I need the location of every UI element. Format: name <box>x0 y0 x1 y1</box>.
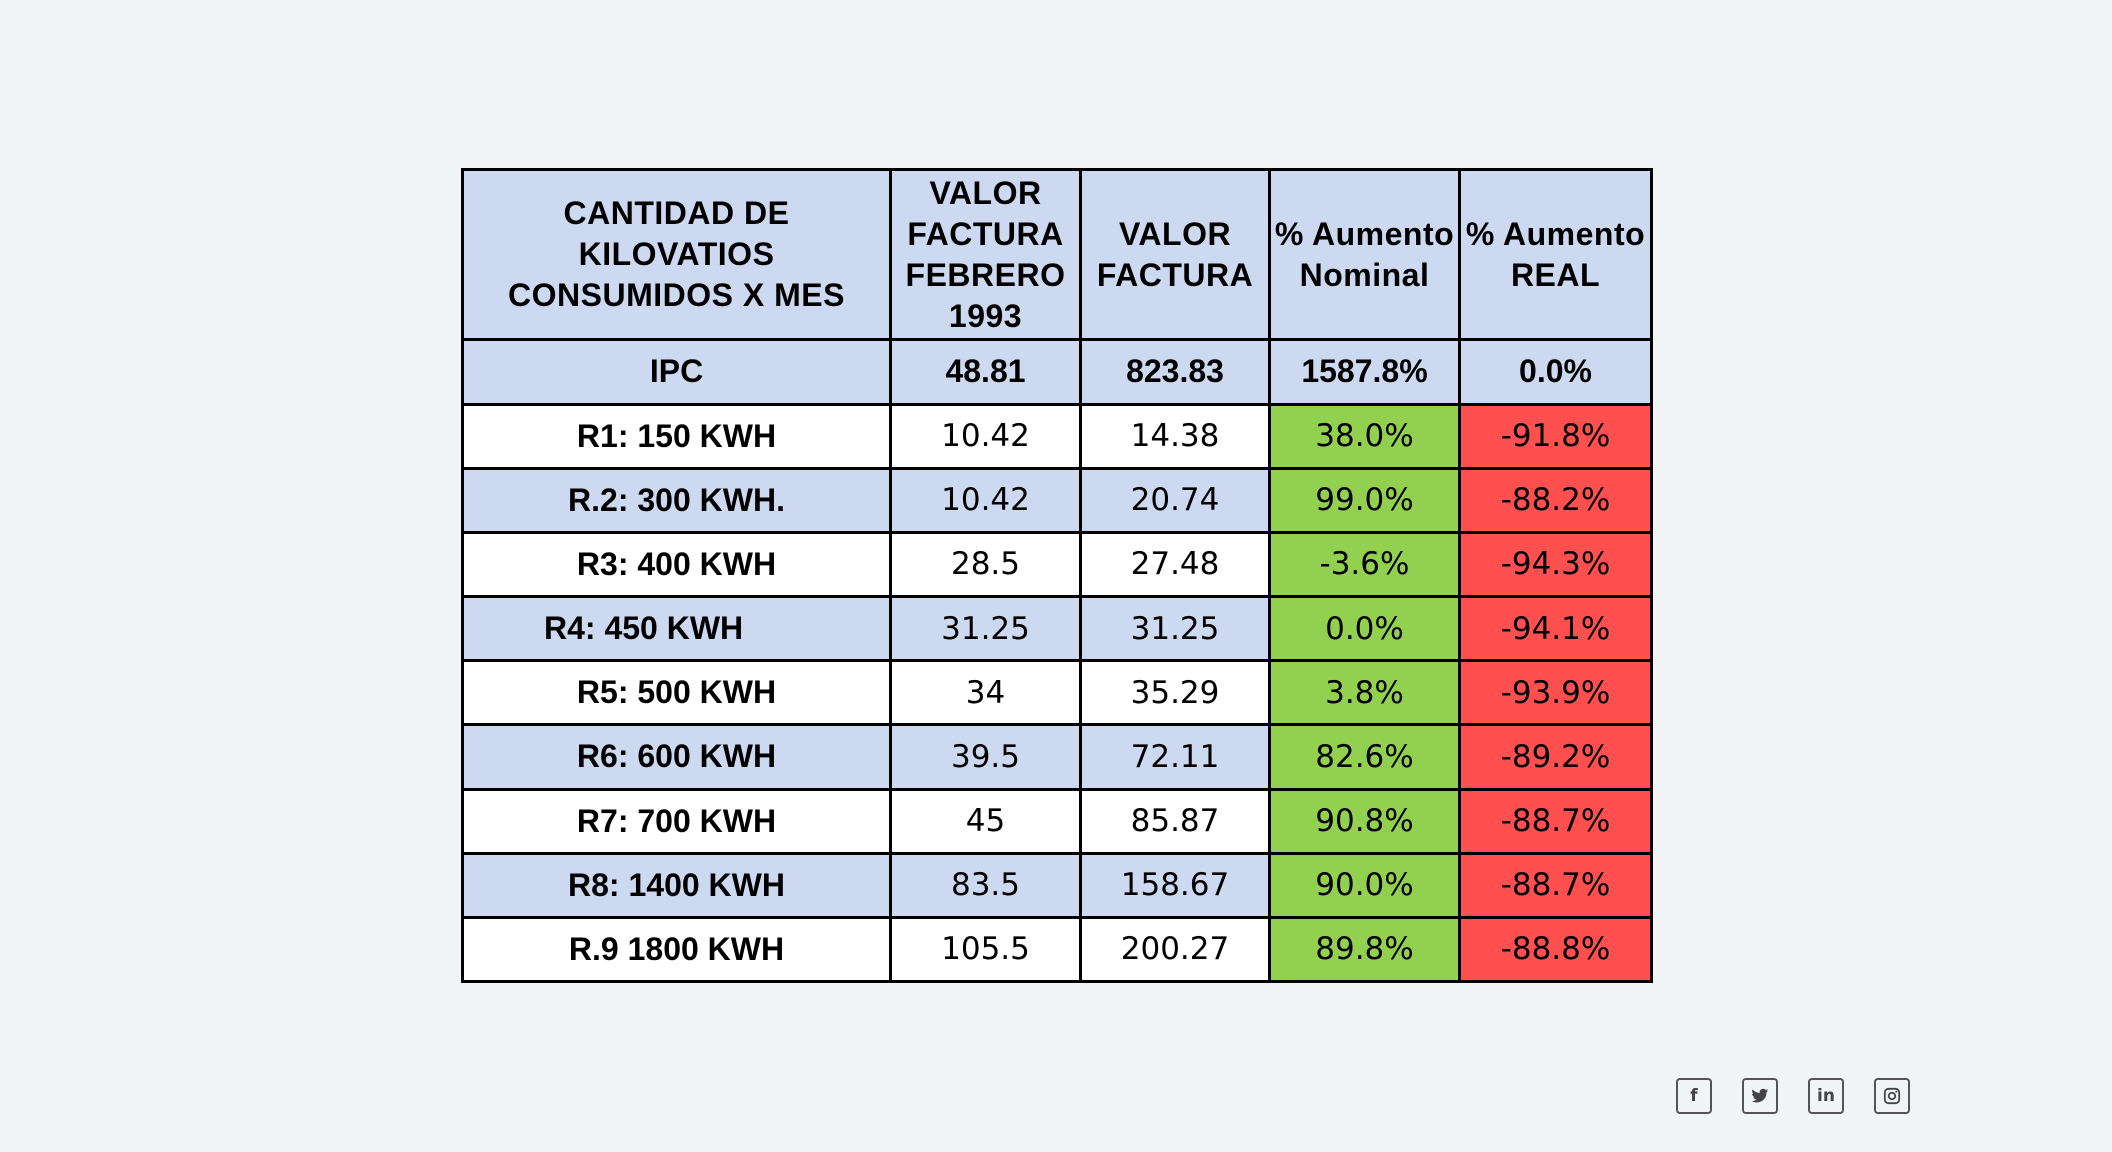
row-invoice-current: 27.48 <box>1079 530 1271 599</box>
social-share-bar: f in <box>1676 1078 1910 1114</box>
row-invoice-1993: 10.42 <box>889 466 1082 534</box>
twitter-icon[interactable] <box>1742 1078 1778 1114</box>
header-invoice-value: VALOR FACTURA <box>1079 167 1271 342</box>
facebook-icon[interactable]: f <box>1676 1078 1712 1114</box>
row-real-increase: -88.7% <box>1458 787 1653 855</box>
row-invoice-1993: 39.5 <box>889 723 1082 791</box>
twitter-bird-glyph <box>1751 1088 1769 1103</box>
table-row: R8: 1400 KWH 83.5 158.67 90.0% -88.7% <box>461 851 1653 919</box>
header-kwh-quantity: CANTIDAD DE KILOVATIOS CONSUMIDOS X MES <box>461 167 892 342</box>
row-label: R4: 450 KWH <box>461 595 892 663</box>
row-label: R8: 1400 KWH <box>461 851 892 919</box>
row-label: R.9 1800 KWH <box>461 915 892 984</box>
table-row: R5: 500 KWH 34 35.29 3.8% -93.9% <box>461 659 1653 727</box>
row-real-increase: -89.2% <box>1458 723 1653 791</box>
row-real-increase: -94.3% <box>1458 530 1653 599</box>
row-invoice-current: 20.74 <box>1079 466 1271 534</box>
table-row: R4: 450 KWH 31.25 31.25 0.0% -94.1% <box>461 595 1653 663</box>
table-header-row: CANTIDAD DE KILOVATIOS CONSUMIDOS X MES … <box>461 167 1653 342</box>
header-nominal-increase: % Aumento Nominal <box>1268 167 1461 342</box>
row-label: R1: 150 KWH <box>461 402 892 470</box>
row-label: R7: 700 KWH <box>461 787 892 855</box>
row-nominal-increase: -3.6% <box>1268 530 1461 599</box>
row-invoice-1993: 31.25 <box>889 595 1082 663</box>
instagram-icon[interactable] <box>1874 1078 1910 1114</box>
header-invoice-feb-1993: VALOR FACTURA FEBRERO 1993 <box>889 167 1082 342</box>
linkedin-icon[interactable]: in <box>1808 1078 1844 1114</box>
row-invoice-1993: 83.5 <box>889 851 1082 919</box>
row-real-increase: -93.9% <box>1458 659 1653 727</box>
row-invoice-current: 35.29 <box>1079 659 1271 727</box>
ipc-current: 823.83 <box>1079 338 1271 406</box>
table-row: R1: 150 KWH 10.42 14.38 38.0% -91.8% <box>461 402 1653 470</box>
tariff-table: CANTIDAD DE KILOVATIOS CONSUMIDOS X MES … <box>461 167 1653 984</box>
row-invoice-current: 200.27 <box>1079 915 1271 984</box>
row-nominal-increase: 38.0% <box>1268 402 1461 470</box>
instagram-camera-glyph <box>1883 1087 1901 1105</box>
table-row: R3: 400 KWH 28.5 27.48 -3.6% -94.3% <box>461 530 1653 599</box>
row-invoice-current: 14.38 <box>1079 402 1271 470</box>
table-row: R.9 1800 KWH 105.5 200.27 89.8% -88.8% <box>461 915 1653 984</box>
row-nominal-increase: 89.8% <box>1268 915 1461 984</box>
row-label: R5: 500 KWH <box>461 659 892 727</box>
ipc-feb-1993: 48.81 <box>889 338 1082 406</box>
row-real-increase: -88.8% <box>1458 915 1653 984</box>
row-real-increase: -88.7% <box>1458 851 1653 919</box>
row-invoice-1993: 105.5 <box>889 915 1082 984</box>
table-row: R.2: 300 KWH. 10.42 20.74 99.0% -88.2% <box>461 466 1653 534</box>
row-nominal-increase: 90.8% <box>1268 787 1461 855</box>
row-invoice-current: 72.11 <box>1079 723 1271 791</box>
row-invoice-1993: 34 <box>889 659 1082 727</box>
ipc-label: IPC <box>461 338 892 406</box>
row-nominal-increase: 0.0% <box>1268 595 1461 663</box>
ipc-real: 0.0% <box>1458 338 1653 406</box>
row-invoice-1993: 45 <box>889 787 1082 855</box>
row-real-increase: -94.1% <box>1458 595 1653 663</box>
row-label: R6: 600 KWH <box>461 723 892 791</box>
header-real-increase: % Aumento REAL <box>1458 167 1653 342</box>
row-real-increase: -91.8% <box>1458 402 1653 470</box>
row-nominal-increase: 90.0% <box>1268 851 1461 919</box>
row-invoice-1993: 10.42 <box>889 402 1082 470</box>
table-row: R7: 700 KWH 45 85.87 90.8% -88.7% <box>461 787 1653 855</box>
row-invoice-current: 31.25 <box>1079 595 1271 663</box>
row-real-increase: -88.2% <box>1458 466 1653 534</box>
energy-tariff-table-image: CANTIDAD DE KILOVATIOS CONSUMIDOS X MES … <box>461 167 1653 984</box>
row-nominal-increase: 3.8% <box>1268 659 1461 727</box>
row-invoice-current: 85.87 <box>1079 787 1271 855</box>
row-nominal-increase: 82.6% <box>1268 723 1461 791</box>
row-nominal-increase: 99.0% <box>1268 466 1461 534</box>
ipc-nominal: 1587.8% <box>1268 338 1461 406</box>
ipc-row: IPC 48.81 823.83 1587.8% 0.0% <box>461 338 1653 406</box>
row-invoice-1993: 28.5 <box>889 530 1082 599</box>
table-row: R6: 600 KWH 39.5 72.11 82.6% -89.2% <box>461 723 1653 791</box>
row-invoice-current: 158.67 <box>1079 851 1271 919</box>
row-label: R.2: 300 KWH. <box>461 466 892 534</box>
row-label: R3: 400 KWH <box>461 530 892 599</box>
